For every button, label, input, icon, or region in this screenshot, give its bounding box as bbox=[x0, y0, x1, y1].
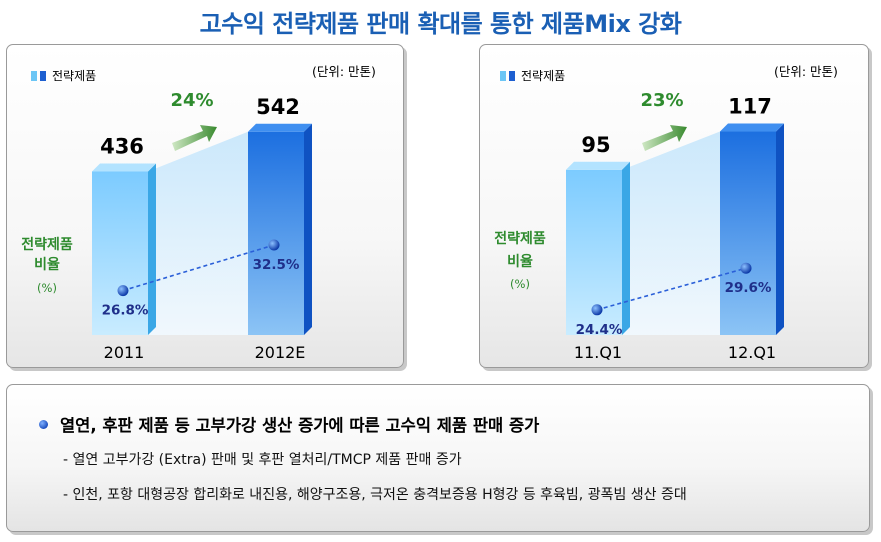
summary-panel: 열연, 후판 제품 등 고부가강 생산 증가에 따른 고수익 제품 판매 증가 … bbox=[6, 384, 870, 532]
summary-headline: 열연, 후판 제품 등 고부가강 생산 증가에 따른 고수익 제품 판매 증가 bbox=[39, 412, 539, 436]
ratio-point bbox=[591, 304, 603, 316]
category-label: 2012E bbox=[255, 343, 306, 362]
ratio-line bbox=[122, 244, 275, 292]
growth-arrow-icon bbox=[172, 125, 217, 151]
bullet-icon bbox=[39, 419, 48, 429]
ratio-line bbox=[596, 267, 747, 311]
bar-connector bbox=[622, 131, 720, 335]
ratio-point bbox=[117, 285, 129, 297]
bar-2011 bbox=[92, 163, 156, 335]
ratio-axis-label: 전략제품 bbox=[21, 236, 73, 253]
value-label: 542 bbox=[256, 95, 300, 119]
category-label: 11.Q1 bbox=[574, 343, 622, 362]
value-label: 117 bbox=[728, 95, 772, 119]
bar-12.Q1 bbox=[720, 123, 784, 336]
legend-swatch-light bbox=[500, 70, 506, 81]
unit-label: (단위: 만톤) bbox=[774, 64, 838, 79]
summary-item: - 인천, 포항 대형공장 합리화로 내진용, 해양구조용, 극저온 충격보증용… bbox=[63, 487, 687, 503]
ratio-value-label: 32.5% bbox=[253, 257, 300, 273]
ratio-axis-label: (%) bbox=[37, 281, 57, 295]
page-title: 고수익 전략제품 판매 확대를 통한 제품Mix 강화 bbox=[199, 10, 682, 38]
ratio-value-label: 29.6% bbox=[725, 280, 772, 296]
legend-swatch-dark bbox=[509, 70, 515, 81]
ratio-point bbox=[740, 262, 752, 274]
bar-connector bbox=[148, 131, 248, 335]
summary-headline-text: 열연, 후판 제품 등 고부가강 생산 증가에 따른 고수익 제품 판매 증가 bbox=[60, 416, 540, 435]
ratio-axis-label: 비율 bbox=[507, 253, 533, 270]
bar-2012E bbox=[248, 123, 312, 335]
growth-arrow-icon bbox=[642, 125, 687, 151]
value-label: 436 bbox=[100, 135, 144, 159]
legend-label: 전략제품 bbox=[52, 69, 97, 83]
ratio-axis-label: (%) bbox=[510, 277, 530, 291]
value-label: 95 bbox=[581, 133, 610, 157]
category-label: 2011 bbox=[104, 343, 145, 362]
unit-label: (단위: 만톤) bbox=[312, 64, 376, 79]
legend-swatch-dark bbox=[40, 70, 46, 81]
chart-legend: 전략제품 bbox=[500, 67, 565, 84]
category-label: 12.Q1 bbox=[728, 343, 776, 362]
ratio-value-label: 24.4% bbox=[576, 322, 623, 338]
ratio-axis-label: 비율 bbox=[34, 256, 60, 273]
chart-legend: 전략제품 bbox=[31, 67, 96, 84]
ratio-axis-label: 전략제품 bbox=[494, 230, 546, 247]
ratio-point bbox=[268, 239, 280, 251]
ratio-value-label: 26.8% bbox=[102, 303, 149, 319]
growth-label: 23% bbox=[640, 90, 683, 111]
growth-label: 24% bbox=[170, 90, 213, 111]
summary-item: - 열연 고부가강 (Extra) 판매 및 후판 열처리/TMCP 제품 판매… bbox=[63, 452, 462, 468]
legend-swatch-light bbox=[31, 70, 37, 81]
legend-label: 전략제품 bbox=[521, 69, 566, 83]
